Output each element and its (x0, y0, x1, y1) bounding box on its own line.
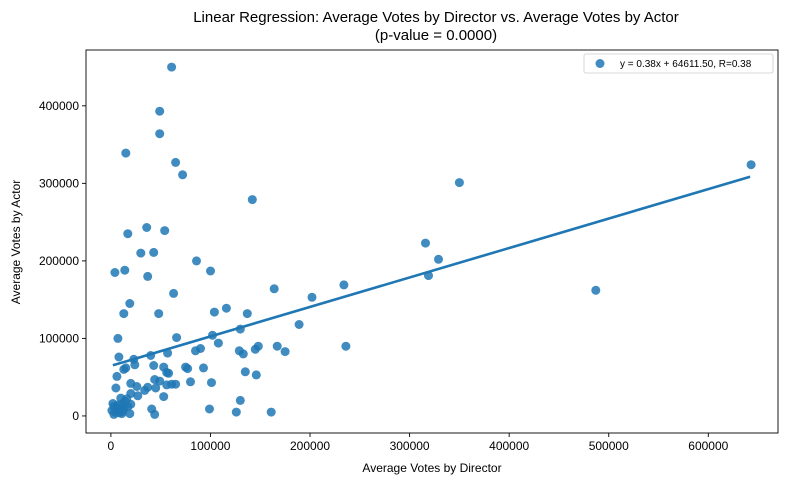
data-point (591, 285, 601, 295)
data-point (191, 346, 200, 356)
data-point (209, 307, 219, 317)
data-point (149, 247, 159, 257)
data-point (123, 229, 133, 239)
legend-marker (595, 59, 605, 68)
data-point (341, 341, 351, 351)
x-tick-label: 300000 (390, 439, 430, 453)
data-point (125, 299, 135, 308)
y-tick-label: 100000 (39, 331, 79, 345)
data-point (250, 344, 260, 354)
data-point (192, 256, 201, 266)
data-point (183, 364, 193, 374)
legend-entry: y = 0.38x + 64611.50, R=0.38 (620, 59, 752, 70)
x-axis-label: Average Votes by Director (362, 461, 501, 475)
data-point (121, 148, 131, 158)
data-point (251, 370, 261, 380)
data-point (149, 361, 159, 370)
data-point (231, 407, 241, 417)
data-point (155, 106, 165, 116)
data-point (110, 268, 120, 277)
data-point (454, 178, 464, 188)
data-point (150, 409, 160, 419)
data-point (160, 226, 170, 236)
data-point (272, 341, 282, 351)
data-point (109, 409, 119, 419)
data-point (247, 195, 257, 205)
data-point (113, 400, 123, 410)
x-tick-label: 500000 (589, 439, 629, 453)
data-point (240, 367, 250, 377)
data-point (143, 271, 153, 281)
data-point (205, 404, 214, 414)
data-point (140, 385, 150, 395)
data-point (154, 309, 164, 319)
chart-subtitle: (p-value = 0.0000) (375, 27, 497, 44)
data-point (119, 309, 129, 319)
data-point (119, 364, 129, 374)
y-axis-label: Average Votes by Actor (9, 180, 23, 305)
data-point (167, 62, 177, 72)
plot-area (107, 62, 756, 419)
data-point (162, 380, 172, 390)
data-point (269, 284, 279, 294)
x-tick-label: 600000 (688, 439, 728, 453)
legend-box (583, 53, 774, 74)
x-tick-label: 100000 (190, 439, 230, 453)
data-point (136, 248, 146, 258)
data-point (172, 333, 182, 343)
data-point (114, 352, 124, 362)
data-point (235, 395, 245, 405)
data-point (151, 383, 161, 393)
y-tick-label: 300000 (39, 176, 79, 190)
data-point (221, 303, 231, 313)
data-point (112, 371, 122, 381)
legend: y = 0.38x + 64611.50, R=0.38 (583, 53, 774, 74)
x-tick-label: 400000 (489, 439, 529, 453)
data-point (164, 368, 174, 378)
data-point (266, 407, 276, 417)
data-point (199, 363, 208, 373)
data-point (118, 406, 128, 416)
x-tick-label: 0 (108, 439, 115, 453)
data-point (186, 377, 195, 387)
y-tick-label: 200000 (39, 254, 79, 268)
data-point (280, 347, 290, 357)
data-point (171, 379, 181, 389)
data-point (120, 265, 130, 275)
data-point (171, 157, 181, 167)
data-point (125, 409, 135, 419)
data-point (207, 378, 216, 388)
plot-frame (85, 49, 779, 434)
data-point (746, 160, 756, 170)
regression-line (112, 175, 751, 367)
data-point (242, 309, 252, 319)
data-point (294, 320, 304, 329)
data-point (206, 266, 215, 276)
chart-title: Linear Regression: Average Votes by Dire… (193, 9, 679, 26)
axis-ticks: 0 100000 200000 300000 400000 500000 600000 0 10… (39, 99, 729, 453)
data-point (339, 280, 349, 290)
data-point (307, 292, 317, 302)
x-tick-label: 200000 (290, 439, 330, 453)
data-point (133, 391, 143, 401)
data-point (142, 223, 152, 232)
data-point (155, 376, 165, 386)
data-point (113, 333, 123, 343)
y-tick-label: 0 (72, 409, 79, 423)
data-point (238, 349, 248, 359)
data-point (155, 129, 165, 139)
data-point (130, 360, 140, 370)
data-point (111, 383, 121, 393)
data-point (169, 288, 179, 298)
data-point (421, 238, 430, 248)
data-point (159, 392, 169, 402)
data-point (178, 170, 188, 180)
y-tick-label: 400000 (39, 99, 79, 113)
data-point (434, 254, 443, 264)
data-point (213, 338, 223, 348)
data-point (132, 382, 142, 391)
